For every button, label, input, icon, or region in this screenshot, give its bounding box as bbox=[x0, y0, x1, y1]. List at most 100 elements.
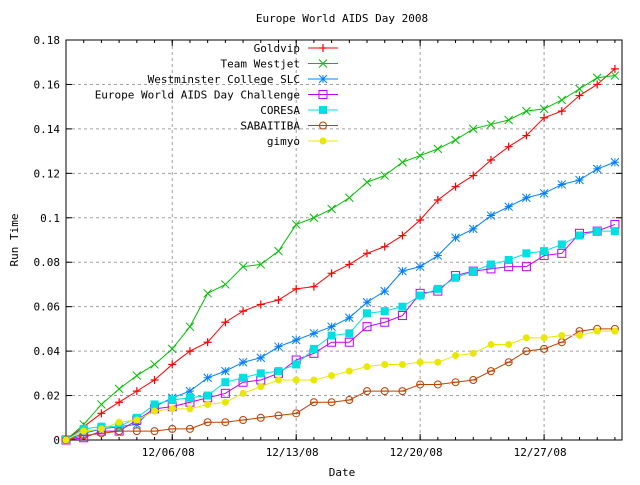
plus-mark bbox=[451, 182, 460, 191]
data-point-filled-square bbox=[398, 302, 407, 311]
open-circle-mark bbox=[398, 387, 407, 396]
plus-mark bbox=[309, 282, 318, 291]
data-point-plus bbox=[345, 260, 354, 269]
data-point-plus bbox=[398, 231, 407, 240]
data-point-filled-square bbox=[274, 367, 283, 376]
y-tick-label: 0.04 bbox=[34, 345, 61, 358]
data-point-plus bbox=[150, 376, 159, 384]
filled-square-mark bbox=[150, 400, 159, 409]
filled-square-mark bbox=[451, 273, 460, 282]
open-square-mark bbox=[397, 311, 407, 321]
filled-circle-mark bbox=[398, 360, 406, 368]
open-circle-mark bbox=[522, 347, 531, 356]
star-mark bbox=[318, 74, 328, 84]
data-point-plus bbox=[504, 142, 513, 151]
plus-mark bbox=[345, 260, 354, 269]
data-point-star bbox=[318, 74, 328, 84]
cross-mark bbox=[362, 177, 372, 187]
legend-label: SABAITIBA bbox=[240, 120, 300, 133]
star-mark bbox=[291, 335, 301, 345]
data-point-filled-square bbox=[221, 378, 230, 387]
open-circle-mark bbox=[486, 367, 495, 376]
data-point-filled-circle bbox=[310, 376, 318, 384]
series-goldvip bbox=[62, 64, 619, 444]
data-point-star bbox=[256, 353, 266, 363]
data-point-plus bbox=[575, 91, 584, 100]
data-point-star bbox=[203, 373, 213, 383]
data-point-open-square bbox=[344, 337, 354, 347]
y-tick-label: 0.12 bbox=[34, 167, 61, 180]
data-point-open-circle bbox=[185, 424, 194, 433]
data-point-filled-circle bbox=[576, 332, 584, 340]
plus-mark bbox=[221, 318, 230, 327]
open-circle-mark bbox=[221, 418, 230, 427]
filled-square-mark bbox=[486, 260, 495, 269]
filled-circle-mark bbox=[593, 327, 601, 335]
open-circle-mark bbox=[309, 398, 318, 407]
filled-circle-mark bbox=[452, 352, 460, 360]
series-team-westjet bbox=[61, 71, 620, 445]
data-point-open-circle bbox=[132, 427, 141, 436]
star-mark bbox=[221, 366, 230, 376]
data-point-filled-circle bbox=[97, 425, 105, 433]
plus-mark bbox=[97, 409, 106, 418]
filled-square-mark bbox=[575, 231, 584, 240]
data-point-star bbox=[486, 211, 496, 220]
data-point-cross bbox=[150, 360, 159, 369]
x-tick-label: 12/13/08 bbox=[266, 446, 319, 459]
open-square-mark bbox=[557, 248, 567, 258]
data-point-open-circle bbox=[540, 344, 549, 353]
data-point-open-circle bbox=[115, 427, 124, 436]
data-point-plus bbox=[593, 80, 602, 89]
open-square-mark bbox=[380, 317, 390, 327]
data-point-cross bbox=[362, 177, 372, 187]
plus-mark bbox=[274, 296, 283, 304]
open-square-mark bbox=[521, 262, 531, 272]
star-mark bbox=[468, 224, 478, 234]
filled-circle-mark bbox=[221, 398, 229, 406]
data-point-star bbox=[610, 157, 620, 167]
data-point-plus bbox=[274, 296, 283, 304]
data-point-filled-circle bbox=[381, 360, 389, 368]
cross-mark bbox=[309, 213, 319, 223]
data-point-cross bbox=[97, 400, 106, 409]
data-point-plus bbox=[115, 398, 124, 407]
data-point-plus bbox=[185, 347, 194, 356]
star-mark bbox=[433, 251, 443, 260]
data-point-star bbox=[221, 366, 230, 376]
data-point-open-circle bbox=[256, 413, 265, 422]
star-mark bbox=[486, 211, 496, 220]
star-mark bbox=[185, 386, 195, 396]
cross-mark bbox=[433, 144, 443, 154]
data-point-filled-circle bbox=[469, 349, 477, 357]
open-circle-mark bbox=[363, 387, 372, 396]
data-point-filled-square bbox=[380, 307, 389, 316]
data-point-plus bbox=[168, 360, 177, 369]
series-line bbox=[65, 330, 615, 441]
data-point-filled-square bbox=[433, 284, 442, 293]
filled-circle-mark bbox=[239, 389, 247, 397]
cross-mark bbox=[380, 171, 390, 180]
filled-square-mark bbox=[327, 331, 336, 340]
star-mark bbox=[415, 262, 425, 272]
star-mark bbox=[203, 373, 213, 383]
data-point-open-circle bbox=[292, 409, 301, 418]
data-point-cross bbox=[114, 384, 124, 394]
data-point-filled-square bbox=[522, 249, 531, 258]
plus-mark bbox=[185, 347, 194, 356]
cross-mark bbox=[318, 59, 328, 68]
data-point-filled-circle bbox=[274, 376, 282, 384]
plot-border bbox=[65, 39, 623, 441]
plus-mark bbox=[575, 91, 584, 100]
data-point-plus bbox=[469, 171, 478, 180]
filled-circle-mark bbox=[62, 436, 70, 444]
data-point-filled-square bbox=[451, 273, 460, 282]
data-point-plus bbox=[221, 318, 230, 327]
filled-square-mark bbox=[540, 247, 549, 256]
filled-circle-mark bbox=[319, 137, 327, 145]
filled-circle-mark bbox=[540, 334, 548, 342]
x-tick-label: 12/27/08 bbox=[514, 446, 567, 459]
data-point-filled-square bbox=[557, 240, 566, 249]
open-circle-mark bbox=[150, 427, 159, 436]
data-point-cross bbox=[327, 204, 336, 214]
